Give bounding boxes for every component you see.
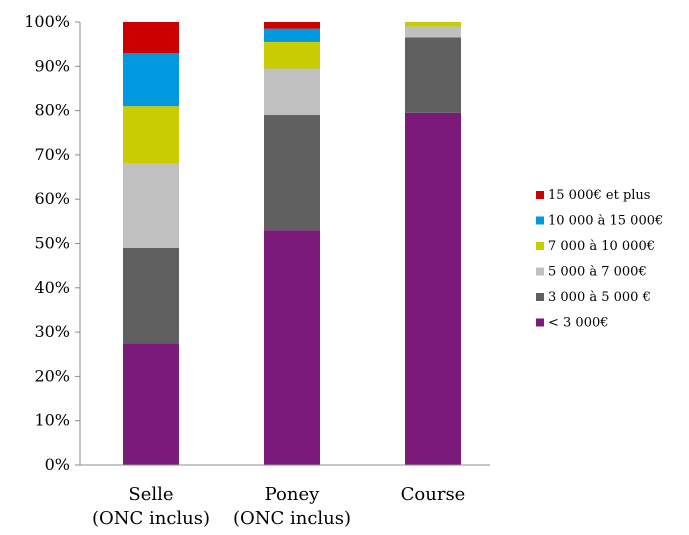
legend-item-3-000: < 3 000€ xyxy=(536,316,609,331)
x-category-label: (ONC inclus) xyxy=(233,508,351,529)
bar-stack-selle xyxy=(123,22,179,465)
legend-swatch xyxy=(536,267,544,276)
bar-segment-course-3-000-5-000 xyxy=(405,37,461,113)
bar-segment-course-3-000 xyxy=(405,112,461,465)
legend-label: 7 000 à 10 000€ xyxy=(548,239,655,254)
bar-segment-poney-3-000-5-000 xyxy=(264,115,320,231)
legend-item-3-000-5-000: 3 000 à 5 000 € xyxy=(536,290,651,305)
legend-label: 15 000€ et plus xyxy=(548,188,650,203)
x-category-label: Poney xyxy=(265,484,320,505)
legend-item-15-000-et-plus: 15 000€ et plus xyxy=(536,188,650,203)
legend-swatch xyxy=(536,216,544,225)
y-tick-label: 50% xyxy=(34,234,70,253)
bar-segment-selle-3-000-5-000 xyxy=(123,247,179,344)
bar-segment-selle-3-000 xyxy=(123,343,179,465)
y-tick-label: 90% xyxy=(34,56,70,75)
y-axis: 0% 10% 20% 30% 40% 50% 60% 70% 80% 90% 100% xyxy=(24,12,81,474)
legend-label: 3 000 à 5 000 € xyxy=(548,290,651,305)
x-axis: Selle (ONC inclus) Poney (ONC inclus) Course xyxy=(80,464,490,529)
bars xyxy=(123,22,461,465)
y-tick-label: 10% xyxy=(34,411,70,430)
legend-item-5-000-7-000: 5 000 à 7 000€ xyxy=(536,265,647,280)
bar-segment-poney-7-000-10-000 xyxy=(264,41,320,69)
legend-item-10-000-15-000: 10 000 à 15 000€ xyxy=(536,214,663,229)
bar-stack-course xyxy=(405,22,461,465)
legend-swatch xyxy=(536,242,544,250)
x-category-label: Selle xyxy=(128,484,173,505)
y-tick-label: 80% xyxy=(34,101,70,120)
y-tick-label: 0% xyxy=(45,455,70,474)
y-tick-label: 40% xyxy=(34,278,70,297)
legend-item-7-000-10-000: 7 000 à 10 000€ xyxy=(536,239,655,254)
x-category-label: (ONC inclus) xyxy=(92,508,210,529)
bar-segment-poney-5-000-7-000 xyxy=(264,68,320,116)
bar-segment-course-5-000-7-000 xyxy=(405,26,461,38)
bar-stack-poney xyxy=(264,22,320,465)
bar-segment-poney-3-000 xyxy=(264,230,320,465)
legend-label: 5 000 à 7 000€ xyxy=(548,265,647,280)
legend-label: 10 000 à 15 000€ xyxy=(548,214,663,229)
y-tick-label: 100% xyxy=(24,12,70,31)
bar-segment-selle-10-000-15-000 xyxy=(123,53,179,107)
bar-segment-selle-7-000-10-000 xyxy=(123,106,179,164)
bar-segment-selle-15-000-et-plus xyxy=(123,22,179,54)
legend-swatch xyxy=(536,293,544,301)
y-tick-label: 20% xyxy=(34,366,70,385)
x-category-label: Course xyxy=(401,484,466,505)
bar-segment-course-7-000-10-000 xyxy=(405,22,461,27)
y-tick-label: 60% xyxy=(34,189,70,208)
legend-label: < 3 000€ xyxy=(548,316,609,331)
bar-segment-poney-15-000-et-plus xyxy=(264,22,320,29)
legend-swatch xyxy=(536,318,544,327)
bar-segment-selle-5-000-7-000 xyxy=(123,163,179,248)
legend-swatch xyxy=(536,191,544,199)
y-tick-label: 30% xyxy=(34,322,70,341)
bar-segment-poney-10-000-15-000 xyxy=(264,28,320,42)
legend: 15 000€ et plus 10 000 à 15 000€ 7 000 à 1… xyxy=(536,188,663,331)
y-tick-label: 70% xyxy=(34,145,70,164)
